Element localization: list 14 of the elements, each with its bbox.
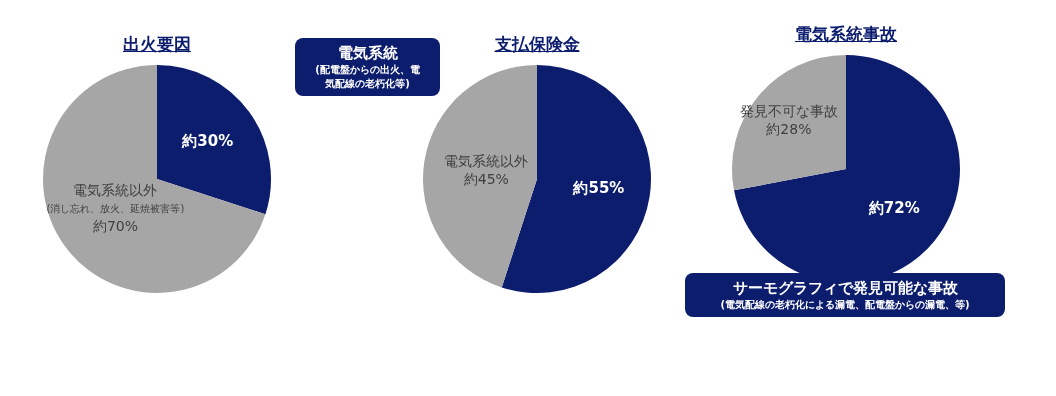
chart-title: 出火要因	[122, 33, 192, 56]
text: 電気系統 (配電盤からの出火、電気配線の老朽化等)	[314, 43, 421, 91]
data-label: 約45%	[463, 170, 509, 187]
data-label: 約55%	[572, 178, 625, 197]
chart-title: 電気系統事故	[794, 23, 898, 46]
text: サーモグラフィで発見可能な事故 (電気配線の老朽化による漏電、配電盤からの漏電、等)	[719, 278, 971, 312]
data-label: 約70%	[92, 217, 139, 234]
slice-label: 発見不可な事故	[739, 103, 838, 120]
chart-title: 支払保険金	[493, 33, 581, 56]
slice-label: 電気系統以外	[444, 152, 529, 169]
data-label: 約72%	[867, 198, 920, 217]
slice-label: 電気系統以外 (消し忘れ、放火、延焼被害等)	[46, 181, 185, 214]
data-label: 約28%	[766, 121, 812, 138]
data-label: 約30%	[181, 132, 234, 151]
